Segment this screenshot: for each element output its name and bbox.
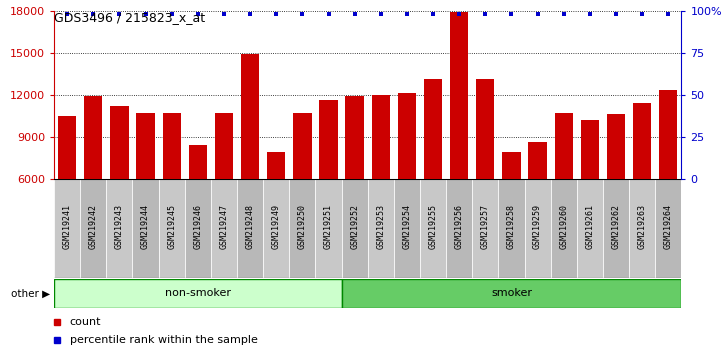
Bar: [54, 279, 342, 308]
Bar: [551, 179, 577, 278]
Text: GSM219252: GSM219252: [350, 204, 359, 249]
Bar: [267, 152, 286, 179]
Bar: [237, 179, 263, 278]
Bar: [345, 96, 364, 179]
Bar: [450, 12, 469, 179]
Text: GSM219255: GSM219255: [428, 204, 438, 249]
Bar: [659, 91, 678, 179]
Text: GSM219245: GSM219245: [167, 204, 176, 249]
Bar: [371, 95, 390, 179]
Bar: [580, 120, 599, 179]
Bar: [159, 179, 185, 278]
Bar: [315, 179, 342, 278]
Text: other ▶: other ▶: [12, 289, 50, 298]
Bar: [54, 179, 80, 278]
Bar: [293, 113, 311, 179]
Text: GSM219262: GSM219262: [611, 204, 621, 249]
Bar: [58, 116, 76, 179]
Text: GSM219264: GSM219264: [664, 204, 673, 249]
Bar: [368, 179, 394, 278]
Bar: [107, 179, 133, 278]
Bar: [476, 79, 495, 179]
Text: GSM219259: GSM219259: [533, 204, 542, 249]
Text: GSM219261: GSM219261: [585, 204, 594, 249]
Bar: [629, 179, 655, 278]
Bar: [607, 114, 625, 179]
Bar: [394, 179, 420, 278]
Text: GSM219258: GSM219258: [507, 204, 516, 249]
Bar: [503, 152, 521, 179]
Text: count: count: [70, 318, 101, 327]
Bar: [136, 113, 155, 179]
Bar: [498, 179, 524, 278]
Text: smoker: smoker: [491, 289, 532, 298]
Text: GSM219254: GSM219254: [402, 204, 412, 249]
Bar: [472, 179, 498, 278]
Bar: [342, 179, 368, 278]
Bar: [554, 113, 573, 179]
Bar: [133, 179, 159, 278]
Bar: [289, 179, 316, 278]
Bar: [162, 113, 181, 179]
Bar: [655, 179, 681, 278]
Bar: [189, 145, 207, 179]
Text: GDS3496 / 215823_x_at: GDS3496 / 215823_x_at: [54, 11, 205, 24]
Bar: [633, 103, 651, 179]
Text: GSM219242: GSM219242: [89, 204, 98, 249]
Bar: [424, 79, 442, 179]
Bar: [263, 179, 289, 278]
Text: GSM219253: GSM219253: [376, 204, 385, 249]
Text: GSM219263: GSM219263: [637, 204, 647, 249]
Bar: [524, 179, 551, 278]
Text: GSM219249: GSM219249: [272, 204, 280, 249]
Text: GSM219243: GSM219243: [115, 204, 124, 249]
Text: GSM219247: GSM219247: [219, 204, 229, 249]
Bar: [110, 106, 128, 179]
Bar: [446, 179, 472, 278]
Text: GSM219244: GSM219244: [141, 204, 150, 249]
Bar: [185, 179, 211, 278]
Bar: [319, 100, 337, 179]
Text: GSM219251: GSM219251: [324, 204, 333, 249]
Bar: [577, 179, 603, 278]
Text: GSM219246: GSM219246: [193, 204, 203, 249]
Bar: [80, 179, 107, 278]
Bar: [398, 93, 416, 179]
Bar: [211, 179, 237, 278]
Bar: [84, 96, 102, 179]
Bar: [215, 113, 233, 179]
Text: GSM219241: GSM219241: [63, 204, 71, 249]
Bar: [342, 279, 681, 308]
Text: percentile rank within the sample: percentile rank within the sample: [70, 335, 257, 344]
Text: GSM219260: GSM219260: [559, 204, 568, 249]
Bar: [528, 142, 547, 179]
Text: GSM219256: GSM219256: [455, 204, 464, 249]
Bar: [241, 54, 260, 179]
Text: GSM219257: GSM219257: [481, 204, 490, 249]
Bar: [603, 179, 629, 278]
Text: non-smoker: non-smoker: [165, 289, 231, 298]
Text: GSM219248: GSM219248: [246, 204, 255, 249]
Text: GSM219250: GSM219250: [298, 204, 307, 249]
Bar: [420, 179, 446, 278]
